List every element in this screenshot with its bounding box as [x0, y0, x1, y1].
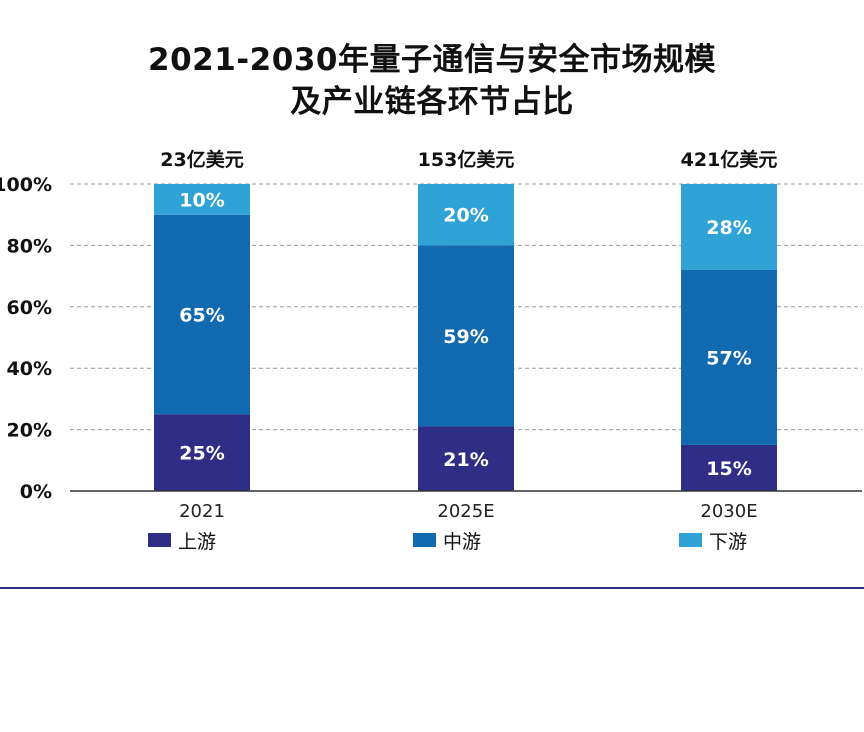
y-tick-label: 80%	[7, 235, 52, 257]
data-label: 57%	[706, 347, 751, 369]
bar-segment	[681, 269, 777, 445]
bar-total-label: 421亿美元	[681, 148, 778, 171]
data-label: 65%	[179, 304, 224, 326]
data-label: 10%	[179, 189, 224, 211]
bar-segment	[154, 414, 250, 491]
bar-segment	[418, 426, 514, 491]
legend-label: 上游	[178, 531, 216, 553]
data-label: 20%	[443, 205, 488, 227]
data-label: 28%	[706, 217, 751, 239]
data-label: 15%	[706, 458, 751, 480]
data-label: 59%	[443, 326, 488, 348]
legend-swatch	[148, 533, 171, 547]
x-tick-label: 2030E	[700, 501, 757, 522]
y-tick-label: 60%	[7, 297, 52, 319]
legend-swatch	[413, 533, 436, 547]
x-tick-label: 2021	[179, 501, 225, 522]
stacked-bar-chart: 0% 20% 40% 60% 80% 100% 25% 65% 10% 23亿美元 2021 21% 5…	[0, 148, 862, 553]
bar-segment	[681, 184, 777, 270]
bar-segment	[154, 214, 250, 415]
x-tick-label: 2025E	[437, 501, 494, 522]
y-tick-label: 20%	[7, 420, 52, 442]
chart-title-line-2: 及产业链各环节占比	[290, 84, 574, 120]
bar-segment	[418, 184, 514, 246]
y-tick-label: 100%	[0, 174, 52, 196]
legend-swatch	[679, 533, 702, 547]
bar-total-label: 23亿美元	[160, 148, 243, 171]
data-label: 25%	[179, 443, 224, 465]
legend-label: 下游	[709, 531, 747, 553]
legend-label: 中游	[443, 531, 481, 553]
bar-total-label: 153亿美元	[418, 148, 515, 171]
chart-title-line-1: 2021-2030年量子通信与安全市场规模	[148, 42, 716, 78]
bar-segment	[681, 444, 777, 491]
data-label: 21%	[443, 449, 488, 471]
bar-segment	[418, 245, 514, 427]
y-tick-label: 40%	[7, 358, 52, 380]
bar-segment	[154, 184, 250, 215]
bottom-divider	[0, 587, 864, 589]
y-tick-label: 0%	[20, 481, 52, 503]
